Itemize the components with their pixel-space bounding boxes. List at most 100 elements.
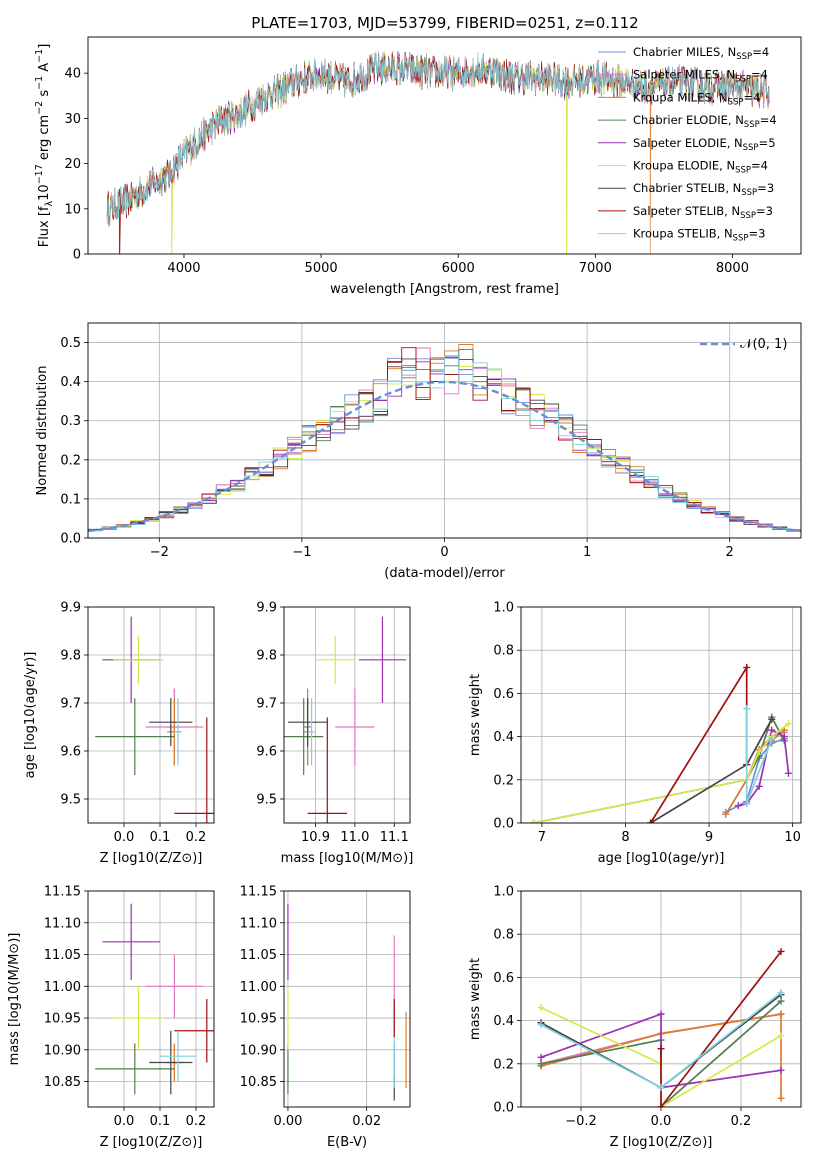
- y-tick-label: 30: [64, 112, 81, 127]
- x-tick-label: 11.1: [380, 830, 409, 845]
- legend-model-name: Kroupa STELIB: [633, 227, 717, 241]
- x-axis-label: (data-model)/error: [384, 566, 505, 581]
- legend-ssp: SSP: [740, 211, 756, 221]
- legend-eqsign: =: [759, 136, 769, 150]
- legend-eq: ,: [728, 113, 735, 127]
- plus-marker: [777, 989, 785, 997]
- y-tick-label: 0.1: [60, 492, 81, 507]
- y-tick-label: 11.15: [240, 885, 277, 900]
- x-tick-label: 0.2: [731, 1114, 752, 1129]
- plus-marker: [743, 800, 751, 808]
- gaussian-legend-label: 𝒩(0, 1): [740, 337, 787, 352]
- y-tick-label: 0.4: [493, 1014, 514, 1029]
- y-tick-label: 10: [64, 202, 81, 217]
- legend-nssp-value: 4: [761, 159, 768, 173]
- x-tick-label: −0.2: [565, 1114, 597, 1129]
- y-tick-label: 0.0: [493, 817, 514, 832]
- legend-ssp: SSP: [741, 188, 757, 198]
- x-tick-label: 7: [538, 830, 546, 845]
- plus-marker: [777, 997, 785, 1005]
- y-tick-label: 0.2: [60, 453, 81, 468]
- y-tick-label: 10.90: [44, 1043, 81, 1058]
- y-tick-label: 10.95: [240, 1012, 277, 1027]
- legend-nssp-value: 4: [769, 113, 776, 127]
- plus-marker: [755, 748, 763, 756]
- y-axis-label: Flux [fλ10−17 erg cm−2 s−1 A−1]: [34, 44, 55, 248]
- y-tick-label: 11.15: [44, 885, 81, 900]
- y-tick-label: 1.0: [493, 885, 514, 900]
- x-tick-label: 0.2: [186, 830, 207, 845]
- y-axis-label: Normed distribution: [35, 366, 50, 496]
- y-tick-label: 0.2: [493, 1057, 514, 1072]
- x-axis-label: Z [log10(Z/Z⊙)]: [100, 851, 203, 866]
- plus-marker: [768, 726, 776, 734]
- legend-entry-salpeter-stelib: Salpeter STELIB, NSSP=3: [633, 204, 773, 221]
- y-tick-label: 11.10: [240, 916, 277, 931]
- y-tick-label: 9.7: [256, 697, 277, 712]
- x-tick-label: 8000: [716, 261, 749, 276]
- x-axis-label: Z [log10(Z/Z⊙)]: [100, 1135, 203, 1150]
- plus-marker: [537, 1004, 545, 1012]
- x-tick-label: 10: [784, 830, 801, 845]
- legend-eq: ,: [720, 45, 727, 59]
- y-tick-label: 40: [64, 67, 81, 82]
- legend-n: N: [724, 227, 733, 241]
- y-tick-label: 0.3: [60, 414, 81, 429]
- series-line-kroupa-miles: [540, 1013, 782, 1099]
- series-line-kroupa-elodie: [533, 722, 790, 823]
- legend-n: N: [735, 113, 744, 127]
- x-tick-label: 0: [440, 545, 448, 560]
- age-vs-metallicity-panel: 0.0 0.1 0.2 9.5 9.6 9.7 9.8 9.9 Z [log10(Z/Z⊙)] a…: [23, 601, 215, 866]
- legend-eq: ,: [719, 159, 726, 173]
- y-tick-label: 11.10: [44, 916, 81, 931]
- x-tick-label: 0.0: [651, 1114, 672, 1129]
- y-axis-label-part: λ: [44, 200, 55, 206]
- legend-n: N: [733, 181, 742, 195]
- spectrum-panel: 4000 5000 6000 7000 8000 0 10 20 30 40 wavelength …: [34, 36, 802, 297]
- y-axis-label: mass weight: [468, 674, 483, 756]
- mass-vs-extinction-panel: 0.00 0.02 10.85 10.90 10.95 11.00 11.05 11.10 11…: [240, 885, 411, 1150]
- y-axis-label-part: s: [37, 90, 52, 101]
- legend-n: N: [734, 136, 743, 150]
- plus-marker: [777, 947, 785, 955]
- x-tick-label: 1: [583, 545, 591, 560]
- y-tick-label: 10.90: [240, 1043, 277, 1058]
- axes-frame: [87, 322, 802, 539]
- x-axis-label: mass [log10(M/M⊙)]: [281, 851, 414, 866]
- x-tick-label: 9: [705, 830, 713, 845]
- x-tick-label: −1: [292, 545, 311, 560]
- legend-n: N: [719, 90, 728, 104]
- plus-marker: [537, 1053, 545, 1061]
- legend-ssp: SSP: [728, 97, 744, 107]
- legend-model-name: Kroupa MILES: [633, 90, 712, 104]
- plus-marker: [777, 1032, 785, 1040]
- legend-n: N: [726, 159, 735, 173]
- x-tick-label: 0.2: [186, 1114, 207, 1129]
- mass-vs-metallicity-panel: 0.0 0.1 0.2 10.85 10.90 10.95 11.00 11.05 11.10 1…: [7, 885, 215, 1150]
- legend-entry-chabrier-miles: Chabrier MILES, NSSP=4: [633, 45, 769, 62]
- y-tick-label: 9.9: [256, 601, 277, 616]
- plus-marker: [734, 802, 742, 810]
- legend-entry-kroupa-elodie: Kroupa ELODIE, NSSP=4: [633, 159, 768, 176]
- y-axis-label-part: −17: [34, 164, 45, 184]
- legend-eqsign: =: [748, 227, 758, 241]
- plus-marker: [722, 810, 730, 818]
- y-axis-label-part: −1: [34, 49, 45, 63]
- legend-model-name: Chabrier ELODIE: [633, 113, 728, 127]
- legend-eq: ,: [727, 136, 734, 150]
- y-tick-label: 9.5: [60, 793, 81, 808]
- spectrum-line-kroupa-stelib: [106, 51, 770, 226]
- y-tick-label: 0: [73, 248, 81, 263]
- legend-ssp: SSP: [736, 52, 752, 62]
- plus-marker: [755, 782, 763, 790]
- legend-n: N: [728, 45, 737, 59]
- y-tick-label: 0.4: [493, 730, 514, 745]
- legend-nssp-value: 4: [762, 45, 769, 59]
- plus-marker: [530, 819, 538, 823]
- series-line-chabrier-stelib: [650, 718, 773, 823]
- y-tick-label: 0.0: [493, 1101, 514, 1116]
- y-tick-label: 9.5: [256, 793, 277, 808]
- x-axis-label: age [log10(age/yr)]: [598, 851, 725, 866]
- legend-entry-salpeter-elodie: Salpeter ELODIE, NSSP=5: [633, 136, 776, 153]
